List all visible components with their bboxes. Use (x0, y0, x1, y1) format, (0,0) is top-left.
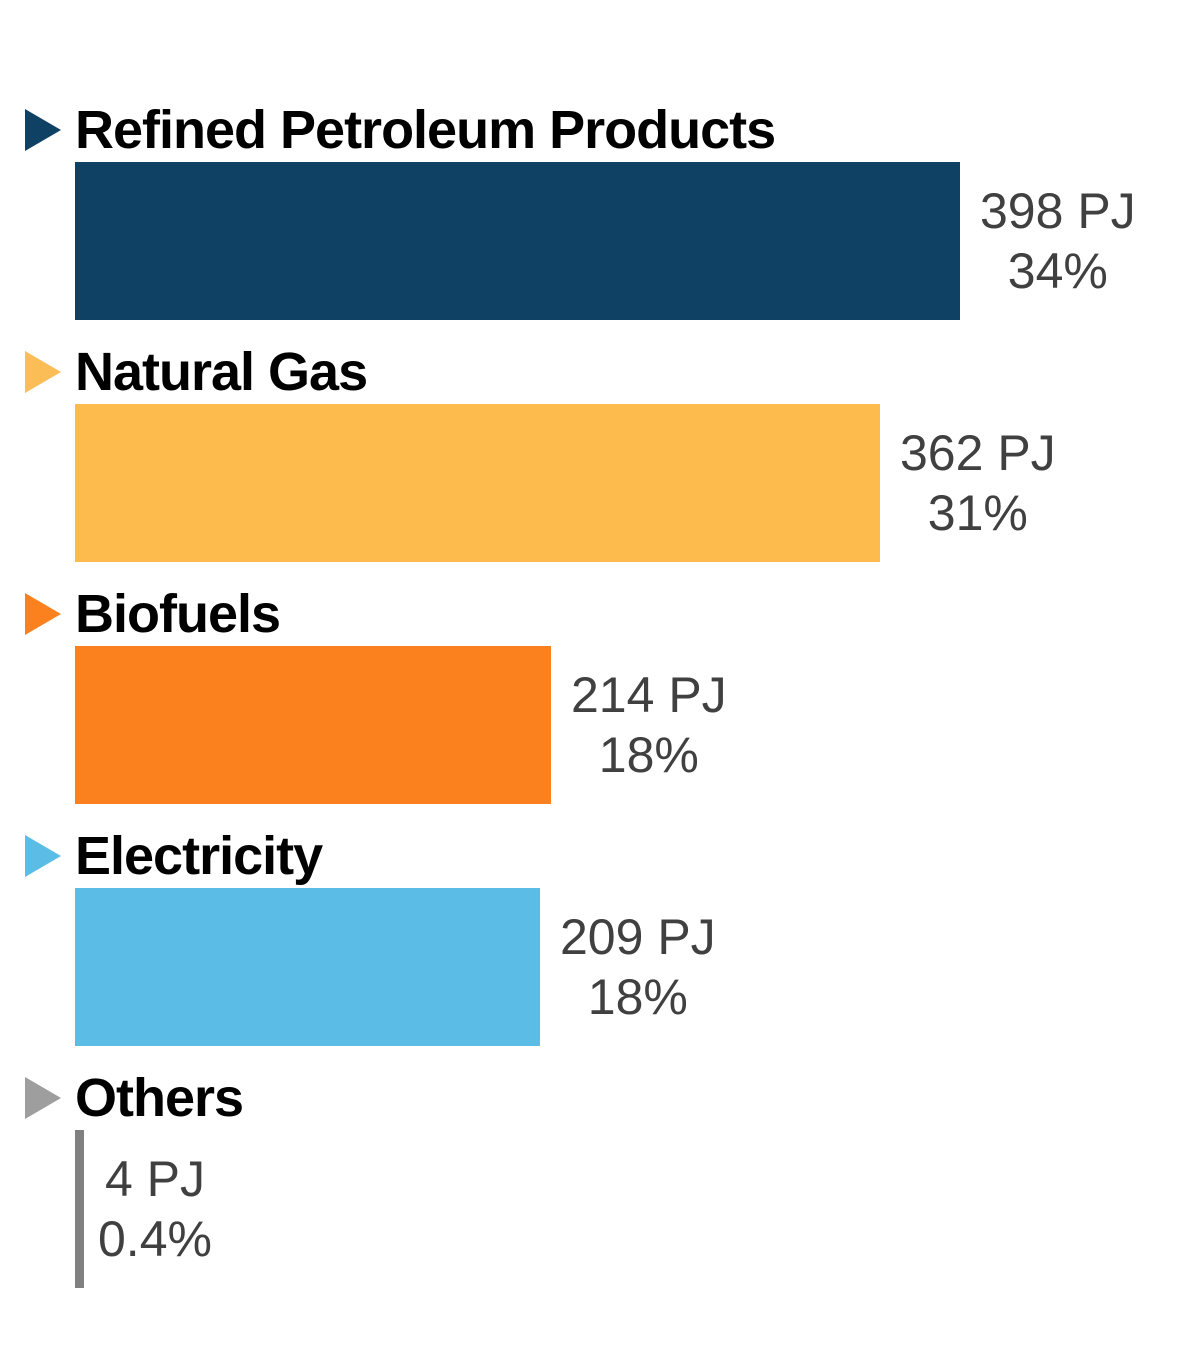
row-header: Electricity (25, 824, 1200, 888)
value-percent: 18% (598, 727, 699, 783)
value-label: 362 PJ 31% (900, 423, 1056, 543)
bar-line: 214 PJ 18% (75, 646, 1200, 804)
value-pj: 398 PJ (980, 183, 1136, 239)
triangle-marker-icon (25, 593, 61, 635)
value-percent: 31% (927, 485, 1028, 541)
category-label: Others (75, 1068, 244, 1128)
chart-row-refined-petroleum-products: Refined Petroleum Products 398 PJ 34% (25, 98, 1200, 320)
bar-refined-petroleum-products (75, 162, 960, 320)
triangle-marker-icon (25, 1077, 61, 1119)
chart-row-electricity: Electricity 209 PJ 18% (25, 824, 1200, 1046)
chart-row-others: Others 4 PJ 0.4% (25, 1066, 1200, 1288)
category-label: Electricity (75, 826, 323, 886)
bar-line: 362 PJ 31% (75, 404, 1200, 562)
value-pj: 4 PJ (104, 1151, 206, 1207)
row-header: Refined Petroleum Products (25, 98, 1200, 162)
chart-row-natural-gas: Natural Gas 362 PJ 31% (25, 340, 1200, 562)
horizontal-bar-chart: Refined Petroleum Products 398 PJ 34% Na… (25, 98, 1200, 1288)
value-pj: 362 PJ (900, 425, 1056, 481)
bar-others (75, 1130, 84, 1288)
bar-line: 209 PJ 18% (75, 888, 1200, 1046)
triangle-marker-icon (25, 109, 61, 151)
bar-natural-gas (75, 404, 880, 562)
value-label: 209 PJ 18% (560, 907, 716, 1027)
category-label: Biofuels (75, 584, 281, 644)
bar-line: 4 PJ 0.4% (75, 1130, 1200, 1288)
value-label: 4 PJ 0.4% (98, 1149, 212, 1269)
bar-line: 398 PJ 34% (75, 162, 1200, 320)
value-label: 398 PJ 34% (980, 181, 1136, 301)
value-pj: 209 PJ (560, 909, 716, 965)
value-percent: 34% (1007, 243, 1108, 299)
value-pj: 214 PJ (571, 667, 727, 723)
value-percent: 0.4% (98, 1211, 212, 1267)
chart-row-biofuels: Biofuels 214 PJ 18% (25, 582, 1200, 804)
row-header: Biofuels (25, 582, 1200, 646)
row-header: Others (25, 1066, 1200, 1130)
value-percent: 18% (587, 969, 688, 1025)
bar-electricity (75, 888, 540, 1046)
category-label: Refined Petroleum Products (75, 100, 776, 160)
triangle-marker-icon (25, 351, 61, 393)
value-label: 214 PJ 18% (571, 665, 727, 785)
category-label: Natural Gas (75, 342, 368, 402)
triangle-marker-icon (25, 835, 61, 877)
bar-biofuels (75, 646, 551, 804)
row-header: Natural Gas (25, 340, 1200, 404)
